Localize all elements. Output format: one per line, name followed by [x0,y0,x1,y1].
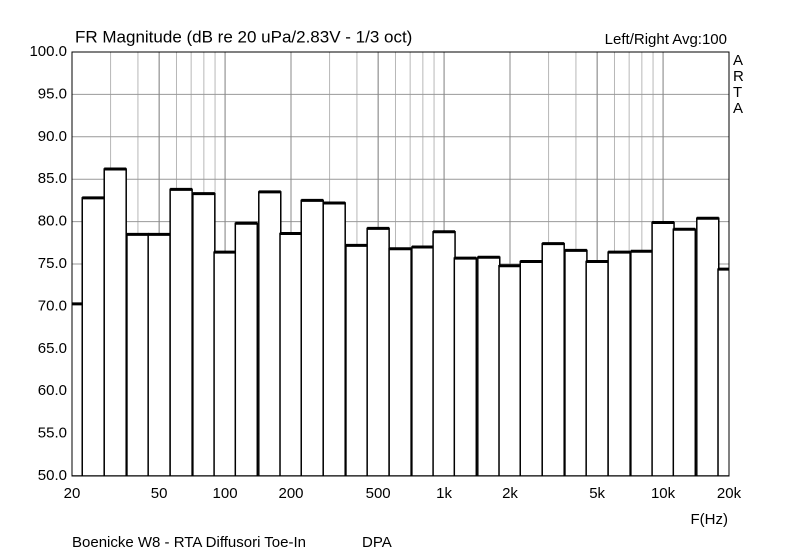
bar [411,246,435,476]
bar [147,233,171,476]
x-tick-label: 500 [366,485,391,502]
bar [651,221,675,476]
bar [564,249,588,476]
bar [541,242,565,476]
bar [345,244,369,476]
y-tick-label: 60.0 [38,382,67,399]
bar [81,197,105,476]
x-tick-label: 20 [64,485,81,502]
x-tick-label: 50 [151,485,168,502]
bar [477,256,501,476]
x-tick-label: 5k [589,485,605,502]
y-tick-label: 55.0 [38,425,67,442]
x-tick-label: 1k [436,485,452,502]
bar [126,233,150,476]
info-label: Left/Right Avg:100 [605,31,727,48]
y-tick-label: 75.0 [38,255,67,272]
y-tick-label: 50.0 [38,467,67,484]
x-tick-label: 100 [213,485,238,502]
chart-title: FR Magnitude (dB re 20 uPa/2.83V - 1/3 o… [75,27,412,46]
y-tick-label: 100.0 [29,43,67,60]
y-tick-label: 70.0 [38,297,67,314]
bar [213,251,237,476]
bar [607,251,631,476]
y-tick-label: 65.0 [38,340,67,357]
bar [672,228,697,476]
footer-right: DPA [362,534,392,551]
x-tick-label: 2k [502,485,518,502]
plot-frame [71,51,730,477]
x-tick-label: 10k [651,485,676,502]
bar [696,217,720,476]
bar [192,192,216,476]
bar [300,199,324,476]
bar [432,231,456,476]
y-tick-label: 80.0 [38,213,67,230]
y-tick-label: 85.0 [38,170,67,187]
bar [519,260,543,476]
x-tick-label: 20k [717,485,742,502]
bar [322,202,346,476]
bar [388,247,412,476]
watermark: ARTA [733,52,744,117]
bar [366,227,390,476]
bar [234,222,259,476]
y-tick-label: 90.0 [38,128,67,145]
x-tick-label: 200 [278,485,303,502]
footer: Boenicke W8 - RTA Diffusori Toe-In [72,534,306,551]
bar [279,232,303,476]
bars [72,167,729,476]
bar [498,264,522,476]
bar [258,191,282,476]
bar [103,168,127,476]
y-tick-label: 95.0 [38,85,67,102]
bar [453,257,478,476]
bar [630,250,654,476]
bar [169,188,193,476]
bar [585,260,609,476]
x-axis-label: F(Hz) [691,511,729,528]
